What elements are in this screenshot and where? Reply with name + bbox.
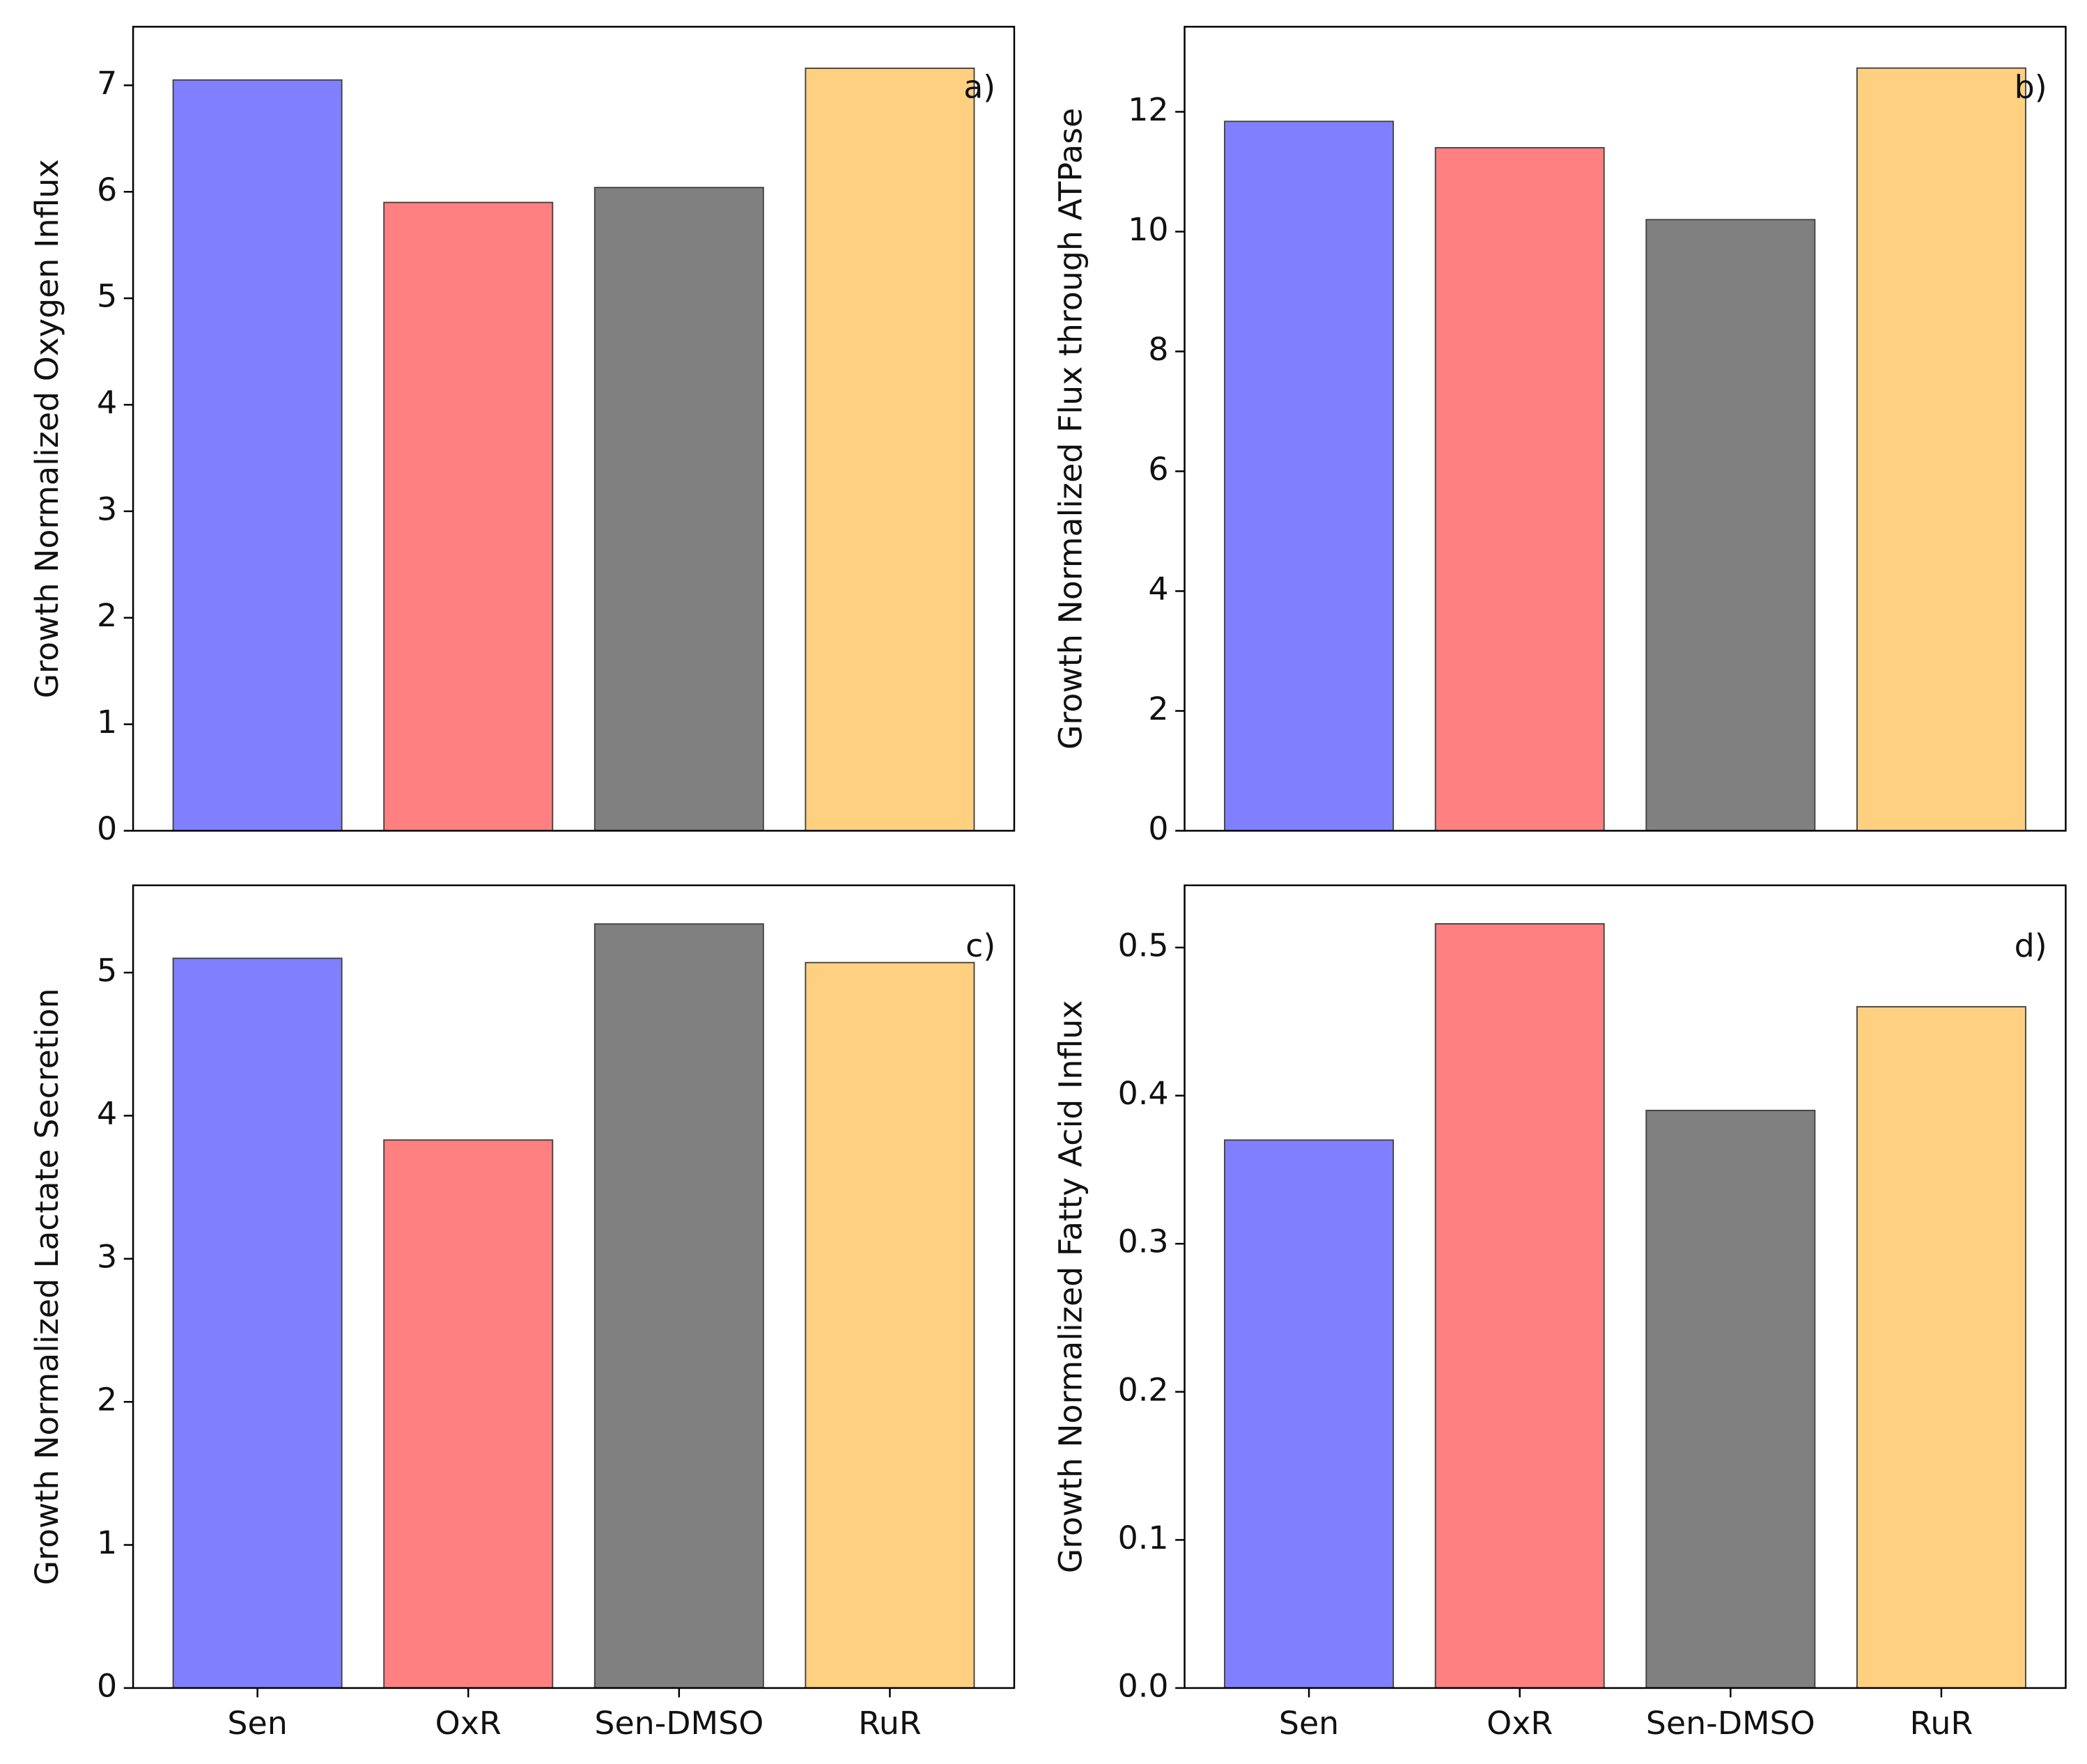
panel-label: d)	[2015, 927, 2047, 964]
x-tick-label: Sen-DMSO	[1646, 1704, 1815, 1742]
y-tick-label: 6	[1148, 450, 1168, 488]
bar	[1224, 121, 1395, 832]
bar	[1434, 923, 1605, 1689]
bar	[172, 957, 343, 1689]
y-tick-label: 0	[97, 810, 117, 847]
y-tick-label: 0	[97, 1666, 117, 1704]
y-tick-label: 4	[97, 384, 117, 421]
bar	[1645, 1109, 1816, 1689]
y-axis-label: Growth Normalized Flux through ATPase	[1052, 108, 1089, 750]
y-tick-label: 0	[1148, 810, 1168, 847]
bar	[1224, 1139, 1395, 1689]
x-tick-label: OxR	[435, 1704, 502, 1742]
x-tick-label: Sen	[1279, 1704, 1339, 1742]
bar	[1645, 219, 1816, 832]
y-tick-label: 12	[1128, 91, 1168, 128]
y-tick-label: 2	[97, 1381, 117, 1418]
x-tick-label: OxR	[1487, 1704, 1553, 1742]
y-tick-label: 10	[1128, 210, 1168, 248]
y-tick-label: 1	[97, 703, 117, 741]
y-tick-label: 1	[97, 1524, 117, 1561]
bar	[383, 201, 554, 832]
y-axis-label: Growth Normalized Fatty Acid Influx	[1052, 1000, 1089, 1573]
y-tick-label: 0.4	[1118, 1074, 1169, 1112]
y-tick-label: 5	[97, 952, 117, 989]
plot-frame	[132, 884, 1016, 1689]
y-axis-label: Growth Normalized Lactate Secretion	[28, 988, 65, 1585]
y-tick-label: 5	[97, 277, 117, 315]
bar	[805, 961, 975, 1689]
bar	[383, 1139, 554, 1689]
panel-label: a)	[963, 68, 995, 106]
y-tick-label: 4	[97, 1094, 117, 1132]
y-tick-label: 0.1	[1118, 1519, 1169, 1556]
plot-frame	[1184, 884, 2067, 1689]
plot-frame	[1184, 26, 2067, 832]
y-tick-label: 2	[1148, 690, 1168, 727]
y-axis-label: Growth Normalized Oxygen Influx	[28, 159, 65, 698]
y-tick-label: 0.5	[1118, 927, 1169, 964]
x-tick-label: RuR	[858, 1704, 922, 1742]
bar	[1434, 147, 1605, 832]
y-tick-label: 0.0	[1118, 1666, 1169, 1704]
x-tick-label: RuR	[1910, 1704, 1973, 1742]
y-tick-label: 0.2	[1118, 1370, 1169, 1408]
panel-label: c)	[965, 927, 995, 964]
bar	[593, 923, 764, 1689]
x-tick-label: Sen	[227, 1704, 287, 1742]
y-tick-label: 3	[97, 490, 117, 527]
panel-label: b)	[2015, 68, 2047, 106]
y-tick-label: 4	[1148, 570, 1168, 608]
bar	[805, 68, 975, 832]
y-tick-label: 2	[97, 596, 117, 634]
bar	[593, 187, 764, 832]
y-tick-label: 8	[1148, 330, 1168, 368]
y-tick-label: 3	[97, 1237, 117, 1275]
bar	[1856, 1006, 2026, 1689]
bar	[1856, 67, 2026, 832]
y-tick-label: 7	[97, 64, 117, 102]
y-tick-label: 6	[97, 171, 117, 208]
plot-frame	[132, 26, 1016, 832]
x-tick-label: Sen-DMSO	[594, 1704, 763, 1742]
y-tick-label: 0.3	[1118, 1223, 1169, 1260]
bar	[172, 79, 343, 832]
